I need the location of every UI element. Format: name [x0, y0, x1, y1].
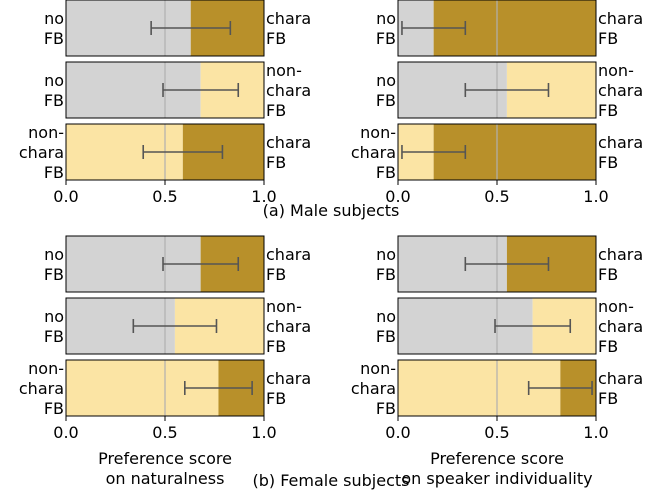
row-right-label: chara: [266, 133, 311, 152]
bar-frame: [65, 235, 265, 293]
x-tick-label: 0.0: [53, 423, 78, 442]
row-left-label: non-: [28, 359, 64, 378]
row-right-label: chara: [598, 245, 643, 264]
row-right-label: chara: [598, 9, 643, 28]
row-left-label: FB: [44, 327, 64, 346]
row-right-label: FB: [598, 153, 618, 172]
row-left-label: chara: [351, 143, 396, 162]
row-left-label: FB: [376, 399, 396, 418]
x-axis-label: Preference score: [98, 449, 232, 468]
x-tick-label: 0.0: [53, 187, 78, 206]
row-left-label: FB: [44, 91, 64, 110]
x-tick-label: 0.5: [152, 187, 177, 206]
caption-male: (a) Male subjects: [263, 201, 400, 220]
x-axis-label: Preference score: [430, 449, 564, 468]
row-left-label: FB: [376, 91, 396, 110]
row-left-label: chara: [19, 143, 64, 162]
row-right-label: chara: [266, 369, 311, 388]
x-tick-label: 0.5: [484, 187, 509, 206]
row-left-label: no: [44, 245, 64, 264]
row-left-label: FB: [44, 29, 64, 48]
row-left-label: FB: [376, 163, 396, 182]
row-left-label: FB: [44, 163, 64, 182]
row-left-label: FB: [44, 399, 64, 418]
row-right-label: chara: [598, 317, 643, 336]
row-left-label: no: [44, 9, 64, 28]
caption-female: (b) Female subjects: [253, 471, 410, 490]
row-right-label: chara: [266, 9, 311, 28]
row-left-label: no: [376, 307, 396, 326]
row-right-label: chara: [266, 81, 311, 100]
x-tick-label: 0.0: [385, 423, 410, 442]
x-tick-label: 1.0: [583, 423, 608, 442]
bar-frame: [65, 297, 265, 355]
row-left-label: non-: [28, 123, 64, 142]
x-axis-label: on speaker individuality: [401, 469, 592, 488]
row-right-label: non-: [266, 297, 302, 316]
bar-frame: [397, 297, 597, 355]
row-right-label: FB: [598, 101, 618, 120]
row-right-label: FB: [266, 265, 286, 284]
row-right-label: non-: [598, 297, 634, 316]
x-tick-label: 0.0: [385, 187, 410, 206]
row-left-label: non-: [360, 359, 396, 378]
x-tick-label: 0.5: [152, 423, 177, 442]
bar-frame: [65, 0, 265, 57]
row-right-label: chara: [598, 369, 643, 388]
row-right-label: FB: [266, 337, 286, 356]
x-tick-label: 0.5: [484, 423, 509, 442]
bar-frame: [65, 61, 265, 119]
x-tick-label: 1.0: [583, 187, 608, 206]
x-tick-label: 1.0: [251, 187, 276, 206]
row-right-label: chara: [266, 245, 311, 264]
row-left-label: non-: [360, 123, 396, 142]
row-right-label: FB: [266, 101, 286, 120]
row-right-label: FB: [266, 29, 286, 48]
row-left-label: no: [376, 245, 396, 264]
row-right-label: chara: [266, 317, 311, 336]
row-right-label: FB: [598, 29, 618, 48]
row-right-label: FB: [266, 389, 286, 408]
row-right-label: FB: [598, 337, 618, 356]
row-left-label: no: [44, 71, 64, 90]
bar-frame: [397, 61, 597, 119]
row-left-label: FB: [376, 265, 396, 284]
row-left-label: no: [376, 9, 396, 28]
row-right-label: FB: [598, 389, 618, 408]
row-right-label: FB: [266, 153, 286, 172]
bar-frame: [397, 235, 597, 293]
row-left-label: no: [376, 71, 396, 90]
row-right-label: chara: [598, 133, 643, 152]
row-left-label: chara: [351, 379, 396, 398]
row-right-label: non-: [598, 61, 634, 80]
row-left-label: no: [44, 307, 64, 326]
row-right-label: FB: [598, 265, 618, 284]
row-right-label: chara: [598, 81, 643, 100]
row-left-label: FB: [376, 29, 396, 48]
x-axis-label: on naturalness: [106, 469, 225, 488]
bar-frame: [397, 0, 597, 57]
row-left-label: chara: [19, 379, 64, 398]
x-tick-label: 1.0: [251, 423, 276, 442]
row-right-label: non-: [266, 61, 302, 80]
row-left-label: FB: [44, 265, 64, 284]
row-left-label: FB: [376, 327, 396, 346]
